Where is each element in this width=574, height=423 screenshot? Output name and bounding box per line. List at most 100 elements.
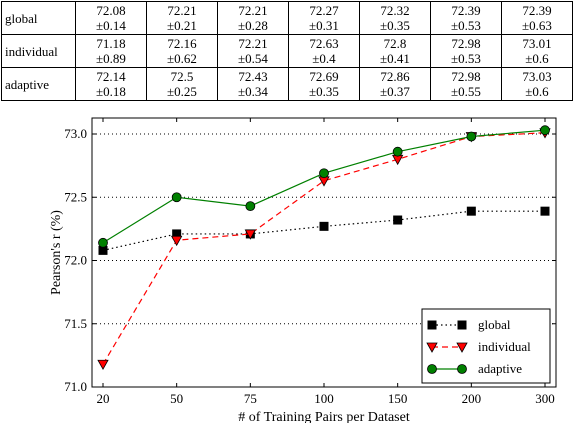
cell-mean: 72.98 xyxy=(451,36,481,51)
data-point xyxy=(244,229,257,240)
table-cell: 71.18 ±0.89 xyxy=(75,34,147,68)
y-tick-label: 72.5 xyxy=(64,189,87,204)
legend-box xyxy=(421,308,551,384)
table-cell: 72.39 ±0.53 xyxy=(430,1,502,35)
x-axis-label: # of Training Pairs per Dataset xyxy=(238,410,410,423)
cell-std: ±0.21 xyxy=(167,18,197,33)
y-tick-label: 73.0 xyxy=(64,126,87,141)
x-tick-label: 20 xyxy=(97,391,110,406)
data-point xyxy=(319,168,329,179)
data-point xyxy=(171,192,182,203)
x-tick-label: 100 xyxy=(314,391,334,406)
data-point xyxy=(457,364,467,374)
data-point xyxy=(456,342,468,353)
cell-std: ±0.6 xyxy=(525,84,549,99)
line-chart: 71.0 71.5 72.0 72.5 73.0 20 50 75 100 150 200 300 P… xyxy=(49,117,557,423)
data-point xyxy=(245,201,256,212)
cell-mean: 72.98 xyxy=(451,69,481,84)
table-cell: 72.21 ±0.54 xyxy=(217,34,289,68)
cell-std: ±0.6 xyxy=(525,51,549,66)
data-point xyxy=(98,237,108,248)
series-global xyxy=(98,206,550,255)
cell-mean: 72.86 xyxy=(380,69,410,84)
cell-mean: 71.18 xyxy=(96,36,126,51)
cell-std: ±0.35 xyxy=(380,18,410,33)
table-cell: 72.32 ±0.35 xyxy=(359,1,431,35)
cell-std: ±0.31 xyxy=(309,18,339,33)
data-point xyxy=(540,125,550,136)
table-cell: 72.39 ±0.63 xyxy=(501,1,573,35)
cell-std: ±0.14 xyxy=(96,18,126,33)
table-cell: 72.98 ±0.53 xyxy=(430,34,502,68)
cell-mean: 72.27 xyxy=(309,3,339,18)
data-point xyxy=(426,342,438,353)
table-cell: 72.69 ±0.35 xyxy=(288,67,360,101)
table-cell: 73.01 ±0.6 xyxy=(501,34,573,68)
axis-ticks: 71.0 71.5 72.0 72.5 73.0 20 50 75 100 150 200 300 xyxy=(64,118,556,406)
cell-std: ±0.28 xyxy=(238,18,268,33)
table-row: adaptive 72.14 ±0.18 72.5 ±0.25 72.43 ±0.34 72.… xyxy=(1,67,573,101)
legend-item: individual xyxy=(426,339,531,354)
y-axis-label: Pearson's r (%) xyxy=(49,210,64,295)
x-tick-label: 50 xyxy=(170,391,183,406)
legend-label: global xyxy=(478,317,511,332)
cell-mean: 72.5 xyxy=(170,69,194,84)
cell-std: ±0.4 xyxy=(312,51,336,66)
x-tick-label: 300 xyxy=(535,391,555,406)
x-tick-label: 200 xyxy=(462,391,482,406)
data-point xyxy=(466,131,477,142)
table-cell: 72.43 ±0.34 xyxy=(217,67,289,101)
cell-std: ±0.55 xyxy=(451,84,481,99)
series-group xyxy=(97,125,551,371)
row-label: individual xyxy=(1,34,76,68)
cell-mean: 72.39 xyxy=(522,3,552,18)
table-cell: 72.14 ±0.18 xyxy=(75,67,147,101)
y-tick-label: 71.0 xyxy=(64,379,87,394)
x-tick-label: 150 xyxy=(388,391,408,406)
cell-mean: 72.43 xyxy=(238,69,268,84)
row-label: global xyxy=(1,1,76,35)
data-point xyxy=(170,235,183,247)
table-cell: 72.98 ±0.55 xyxy=(430,67,502,101)
cell-std: ±0.37 xyxy=(380,84,410,99)
table-cell: 73.03 ±0.6 xyxy=(501,67,573,101)
cell-mean: 72.16 xyxy=(167,36,197,51)
cell-std: ±0.25 xyxy=(167,84,197,99)
data-point xyxy=(392,146,403,157)
table-cell: 72.86 ±0.37 xyxy=(359,67,431,101)
data-point xyxy=(319,221,329,231)
cell-mean: 72.63 xyxy=(309,36,339,51)
data-point xyxy=(427,320,437,330)
cell-std: ±0.63 xyxy=(522,18,552,33)
table-row: individual 71.18 ±0.89 72.16 ±0.62 72.21 ±0.54… xyxy=(1,34,573,68)
cell-mean: 72.8 xyxy=(383,36,407,51)
cell-std: ±0.54 xyxy=(238,51,268,66)
legend-label: adaptive xyxy=(478,361,522,376)
y-tick-label: 72.0 xyxy=(64,253,87,268)
legend: global individual adaptive xyxy=(421,308,551,384)
cell-mean: 72.39 xyxy=(451,3,481,18)
cell-std: ±0.53 xyxy=(451,51,481,66)
data-point xyxy=(393,215,403,225)
cell-mean: 72.21 xyxy=(238,36,268,51)
data-point xyxy=(427,364,437,374)
table-cell: 72.5 ±0.25 xyxy=(146,67,218,101)
cell-std: ±0.41 xyxy=(380,51,410,66)
data-point xyxy=(466,206,476,216)
cell-mean: 73.01 xyxy=(522,36,552,51)
legend-item: global xyxy=(427,317,511,332)
row-label: adaptive xyxy=(1,67,76,101)
data-point xyxy=(457,320,467,330)
data-point xyxy=(97,359,109,371)
cell-mean: 72.21 xyxy=(167,3,197,18)
table-cell: 72.16 ±0.62 xyxy=(146,34,218,68)
x-tick-label: 75 xyxy=(244,391,257,406)
table-cell: 72.08 ±0.14 xyxy=(75,1,147,35)
cell-mean: 72.21 xyxy=(238,3,268,18)
table-cell: 72.21 ±0.28 xyxy=(217,1,289,35)
table-cell: 72.63 ±0.4 xyxy=(288,34,360,68)
cell-std: ±0.35 xyxy=(309,84,339,99)
cell-mean: 72.32 xyxy=(380,3,410,18)
legend-label: individual xyxy=(478,339,531,354)
results-table: global 72.08 ±0.14 72.21 ±0.21 72.21 ±0.28 72.2… xyxy=(1,1,573,101)
